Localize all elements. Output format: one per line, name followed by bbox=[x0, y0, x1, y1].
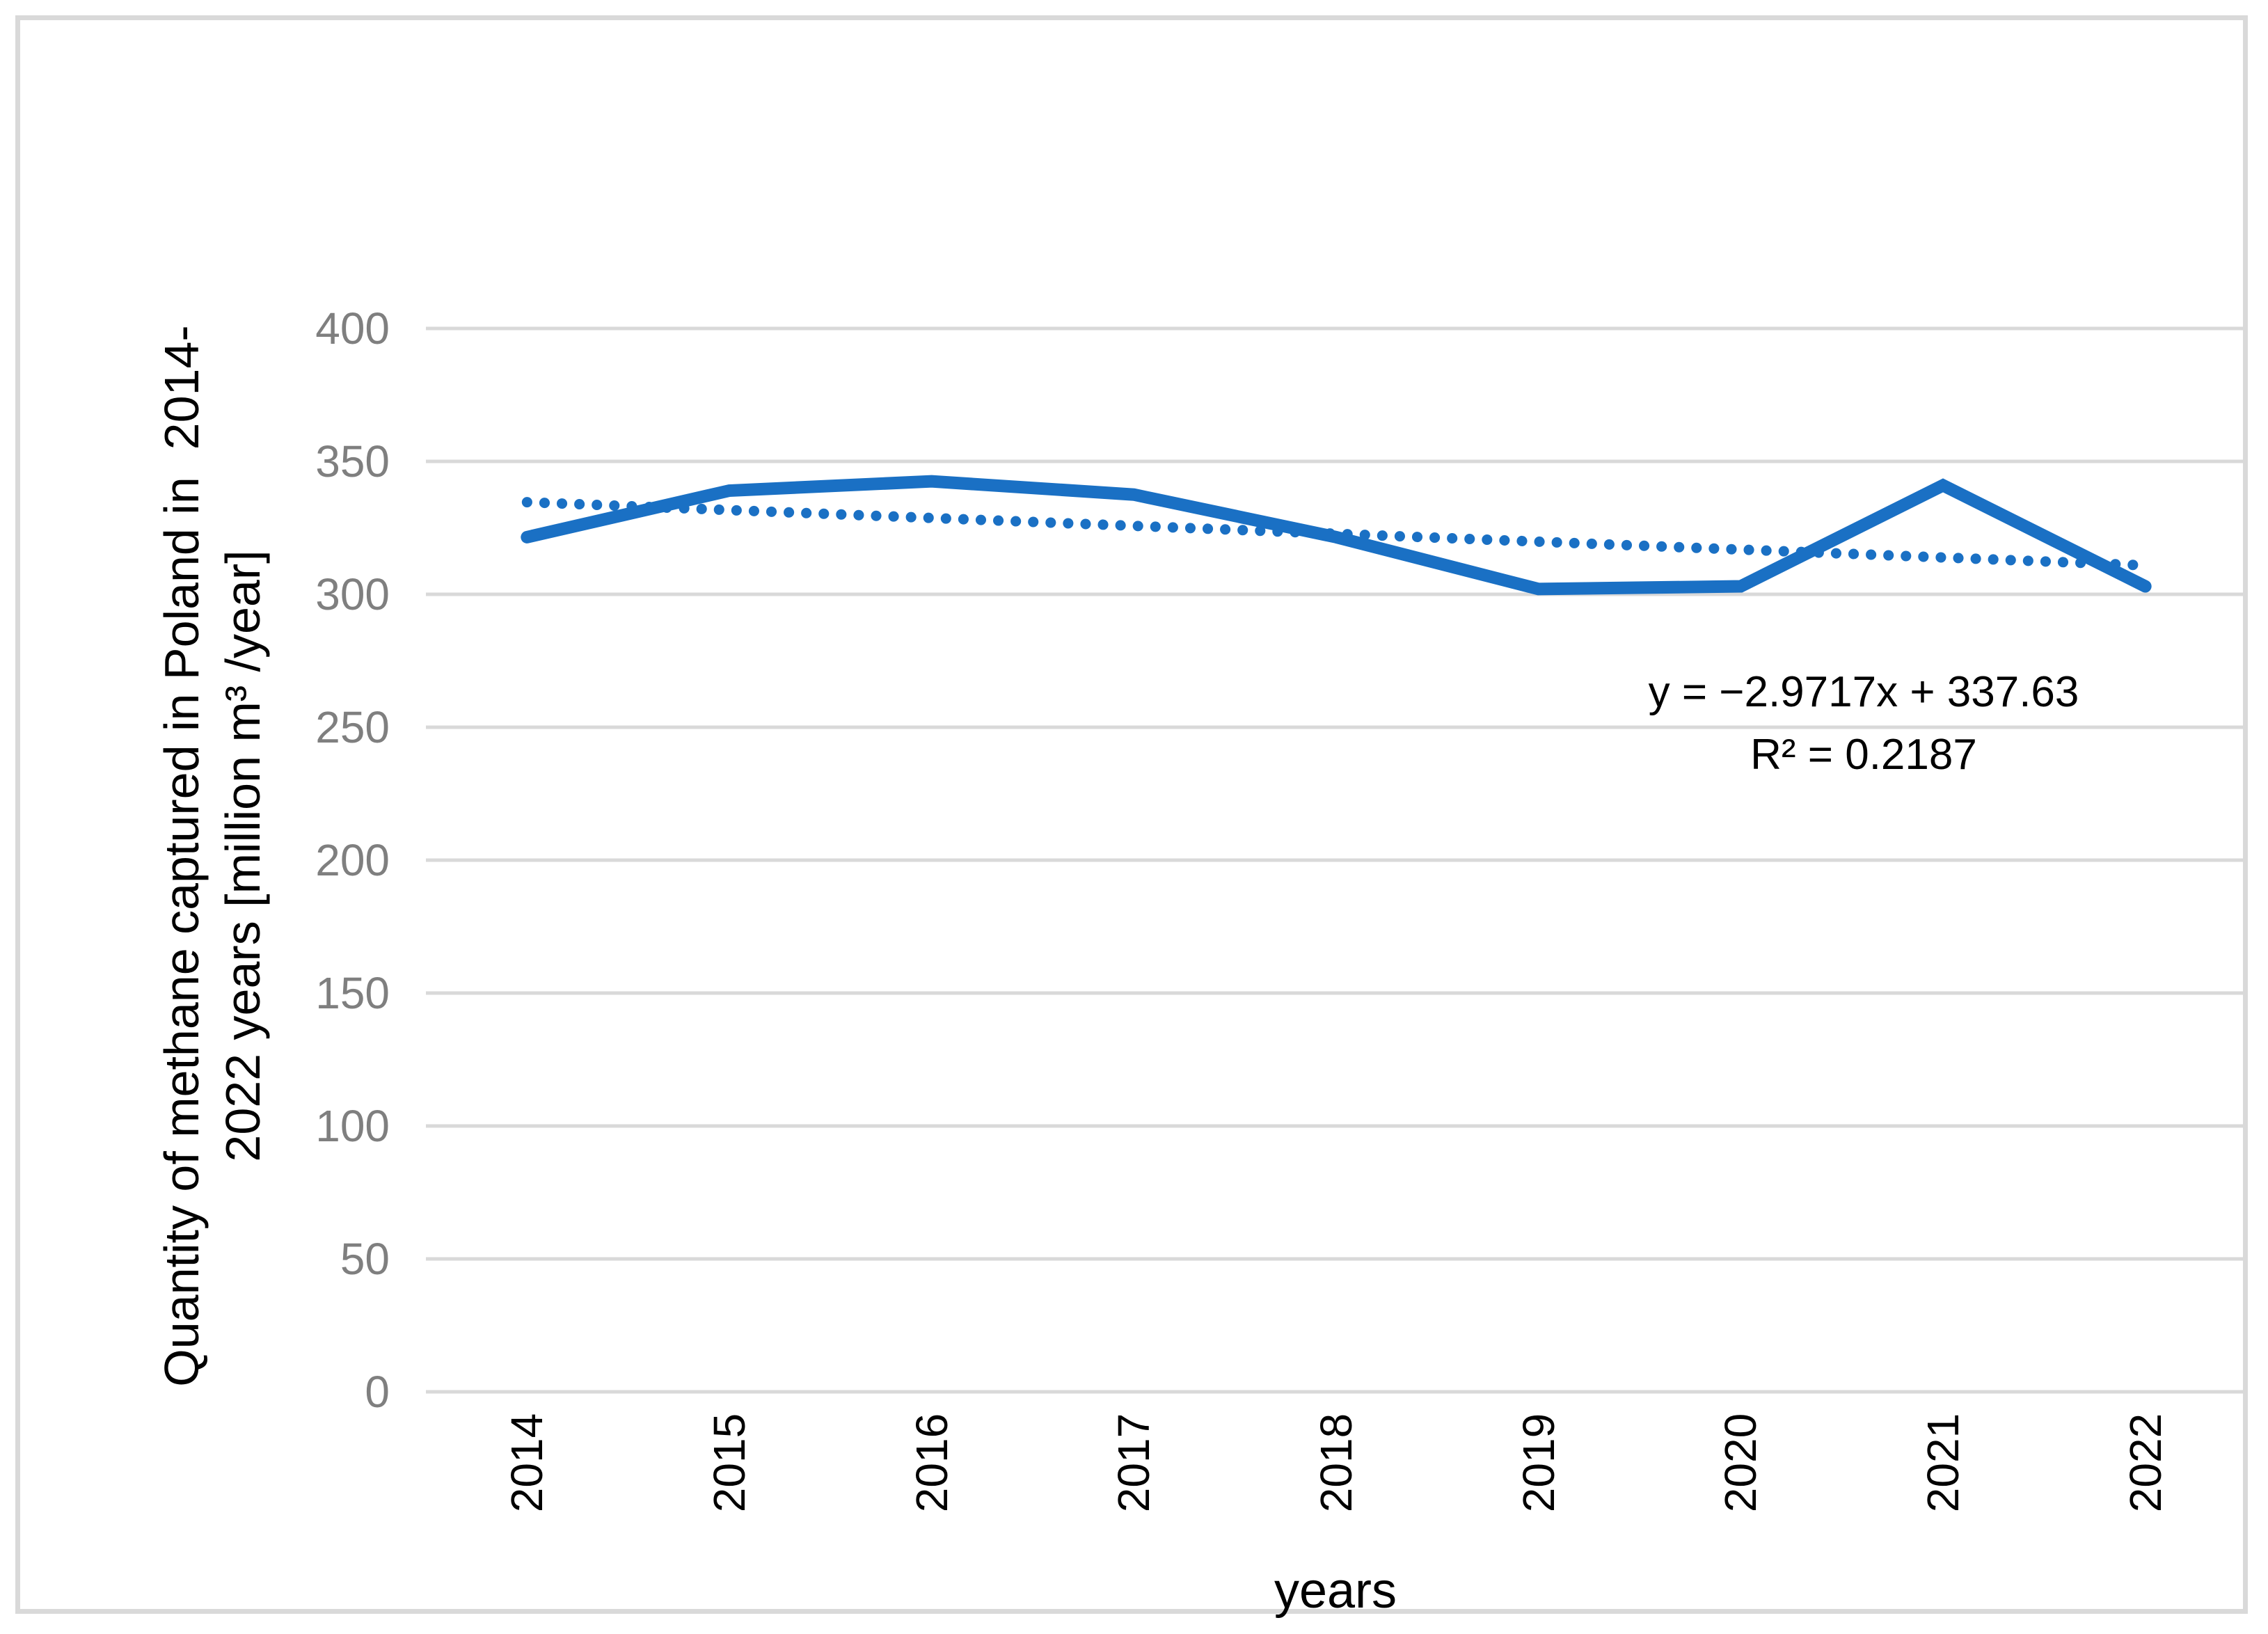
series-line bbox=[521, 475, 2152, 596]
trendline-r-squared: R² = 0.2187 bbox=[1750, 731, 1977, 779]
x-tick-label-2017: 2017 bbox=[1109, 1413, 1159, 1513]
x-tick-label-2018: 2018 bbox=[1311, 1413, 1361, 1513]
trendline-dotted bbox=[521, 497, 2151, 571]
x-tick-label-2014: 2014 bbox=[502, 1413, 553, 1513]
y-axis-title-line2: 2022 years [million m³ /year] bbox=[216, 550, 270, 1162]
x-tick-label-2015: 2015 bbox=[704, 1413, 754, 1513]
y-tick-label-300: 300 bbox=[315, 569, 390, 619]
y-axis-title: Quantity of methane captured in Poland i… bbox=[151, 325, 273, 1386]
y-tick-label-50: 50 bbox=[340, 1234, 390, 1284]
x-tick-label-2016: 2016 bbox=[906, 1413, 957, 1513]
x-tick-label-2020: 2020 bbox=[1715, 1413, 1766, 1513]
y-tick-label-150: 150 bbox=[315, 968, 390, 1018]
x-tick-label-2022: 2022 bbox=[2120, 1413, 2171, 1513]
y-tick-label-350: 350 bbox=[315, 436, 390, 486]
x-axis-title: years bbox=[1274, 1563, 1397, 1619]
trendline-equation: y = −2.9717x + 337.63 bbox=[1648, 668, 2079, 716]
trendline-annotation: y = −2.9717x + 337.63 R² = 0.2187 bbox=[1649, 661, 2079, 786]
y-tick-label-100: 100 bbox=[315, 1101, 390, 1151]
y-tick-label-400: 400 bbox=[315, 303, 390, 354]
y-axis-title-line1: Quantity of methane captured in Poland i… bbox=[154, 325, 209, 1387]
y-tick-label-0: 0 bbox=[365, 1367, 390, 1417]
y-tick-label-200: 200 bbox=[315, 835, 390, 885]
x-tick-label-2021: 2021 bbox=[1918, 1413, 1968, 1513]
y-tick-label-250: 250 bbox=[315, 702, 390, 752]
chart-border bbox=[15, 15, 2248, 1614]
x-tick-label-2019: 2019 bbox=[1513, 1413, 1564, 1513]
